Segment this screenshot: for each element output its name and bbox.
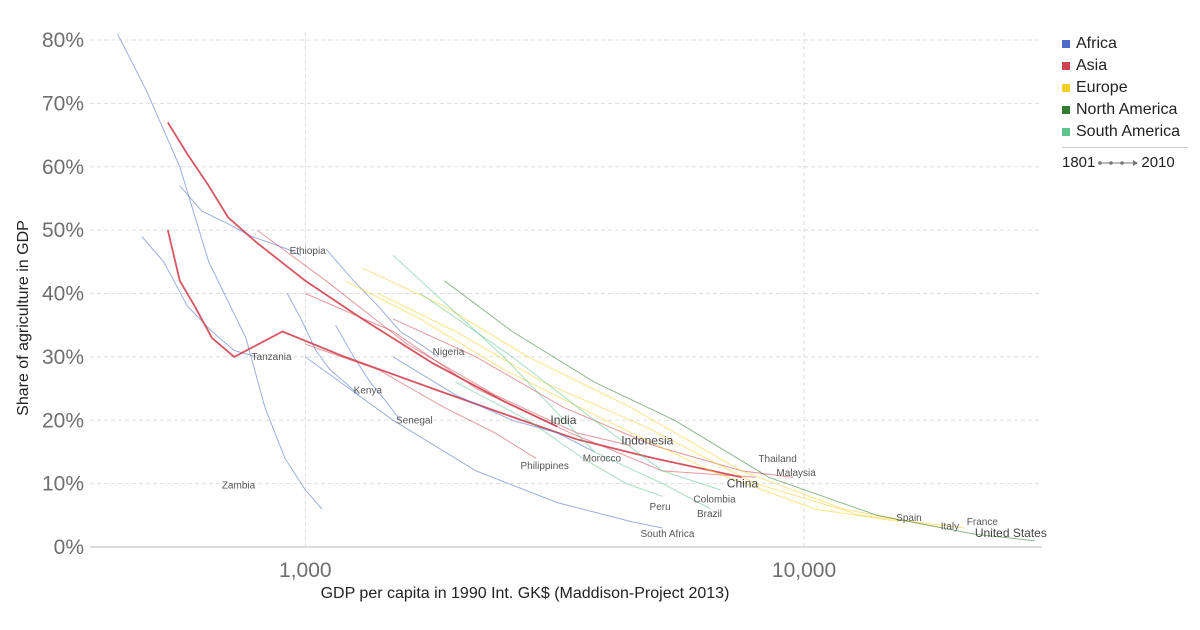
time-end: 2010 bbox=[1141, 154, 1175, 171]
series-line-spain[interactable] bbox=[344, 280, 900, 523]
label-india: India bbox=[550, 413, 576, 427]
legend-swatch bbox=[1062, 128, 1070, 136]
x-tick-label: 1,000 bbox=[279, 559, 332, 582]
series-line-kenya[interactable] bbox=[286, 293, 360, 396]
series-line-italy[interactable] bbox=[361, 267, 944, 529]
label-zambia: Zambia bbox=[222, 481, 256, 492]
legend-label: South America bbox=[1076, 123, 1181, 140]
label-tanzania: Tanzania bbox=[252, 352, 292, 363]
label-china: China bbox=[727, 476, 759, 490]
legend-item-asia[interactable]: Asia bbox=[1062, 55, 1188, 77]
label-france: France bbox=[967, 517, 999, 528]
time-range[interactable]: 1801 2010 bbox=[1062, 154, 1188, 171]
legend-items: Africa Asia Europe North America South Ameri… bbox=[1062, 33, 1188, 143]
legend-item-africa[interactable]: Africa bbox=[1062, 33, 1188, 55]
label-united-states: United States bbox=[975, 526, 1047, 540]
x-axis-title: GDP per capita in 1990 Int. GK$ (Maddiso… bbox=[321, 585, 730, 602]
label-brazil: Brazil bbox=[697, 509, 722, 520]
series-line-indonesia[interactable] bbox=[256, 229, 632, 447]
legend: Africa Asia Europe North America South Ameri… bbox=[1062, 33, 1188, 171]
point-labels: Ethiopia Tanzania Kenya Nigeria Senegal Zambi… bbox=[222, 246, 1047, 540]
series-line-zambia[interactable] bbox=[117, 33, 323, 510]
legend-swatch bbox=[1062, 106, 1070, 114]
series-line-ethiopia[interactable] bbox=[179, 185, 302, 256]
series-line-india[interactable] bbox=[167, 121, 558, 428]
series-line-thailand[interactable] bbox=[305, 293, 756, 478]
legend-divider bbox=[1062, 147, 1188, 148]
label-indonesia: Indonesia bbox=[621, 433, 673, 447]
y-tick-label: 0% bbox=[54, 536, 84, 559]
y-tick-label: 10% bbox=[42, 473, 84, 496]
label-thailand: Thailand bbox=[758, 454, 796, 465]
legend-label: North America bbox=[1076, 101, 1178, 118]
label-spain: Spain bbox=[896, 513, 922, 524]
y-tick-label: 40% bbox=[42, 283, 84, 306]
series-line-united-states[interactable] bbox=[444, 280, 1035, 542]
label-colombia: Colombia bbox=[693, 495, 736, 506]
series-line-peru[interactable] bbox=[455, 381, 663, 497]
y-axis-title: Share of agriculture in GDP bbox=[15, 220, 32, 416]
label-kenya: Kenya bbox=[354, 386, 383, 397]
series-line-malaysia[interactable] bbox=[392, 318, 793, 478]
time-start: 1801 bbox=[1062, 154, 1096, 171]
legend-swatch bbox=[1062, 62, 1070, 70]
grid bbox=[90, 32, 1042, 547]
series-line-france[interactable] bbox=[377, 293, 965, 529]
y-tick-label: 20% bbox=[42, 409, 84, 432]
legend-label: Africa bbox=[1076, 35, 1117, 52]
series-line-philippines[interactable] bbox=[305, 343, 537, 459]
legend-label: Asia bbox=[1076, 57, 1108, 74]
axes: 0% 10% 20% 30% 40% 50% 60% 70% 80% 1,000 10,000 bbox=[42, 29, 1042, 582]
series-line-nigeria[interactable] bbox=[325, 248, 439, 358]
series-line-brazil[interactable] bbox=[392, 255, 712, 510]
series-line-morocco[interactable] bbox=[392, 356, 595, 453]
series-line-tanzania[interactable] bbox=[141, 236, 258, 358]
legend-label: Europe bbox=[1076, 79, 1128, 96]
y-tick-label: 50% bbox=[42, 219, 84, 242]
series-lines bbox=[117, 33, 1035, 542]
series-line-colombia[interactable] bbox=[420, 293, 721, 491]
legend-item-europe[interactable]: Europe bbox=[1062, 77, 1188, 99]
label-morocco: Morocco bbox=[583, 453, 622, 464]
label-philippines: Philippines bbox=[520, 461, 568, 472]
y-tick-label: 60% bbox=[42, 156, 84, 179]
legend-item-north-america[interactable]: North America bbox=[1062, 99, 1188, 121]
label-italy: Italy bbox=[941, 521, 959, 532]
label-nigeria: Nigeria bbox=[433, 347, 465, 358]
legend-swatch bbox=[1062, 40, 1070, 48]
label-senegal: Senegal bbox=[396, 415, 433, 426]
label-peru: Peru bbox=[650, 502, 671, 513]
y-tick-label: 70% bbox=[42, 92, 84, 115]
label-malaysia: Malaysia bbox=[776, 468, 816, 479]
timeline-arrow-icon bbox=[1098, 159, 1139, 166]
label-ethiopia: Ethiopia bbox=[290, 246, 327, 257]
x-tick-label: 10,000 bbox=[772, 559, 836, 582]
y-tick-label: 30% bbox=[42, 346, 84, 369]
series-line-china[interactable] bbox=[166, 229, 742, 479]
y-tick-label: 80% bbox=[42, 29, 84, 52]
label-south-africa: South Africa bbox=[641, 529, 695, 540]
legend-swatch bbox=[1062, 84, 1070, 92]
series-line-senegal[interactable] bbox=[335, 324, 401, 421]
series-line-south-africa[interactable] bbox=[305, 356, 663, 529]
legend-item-south-america[interactable]: South America bbox=[1062, 121, 1188, 143]
